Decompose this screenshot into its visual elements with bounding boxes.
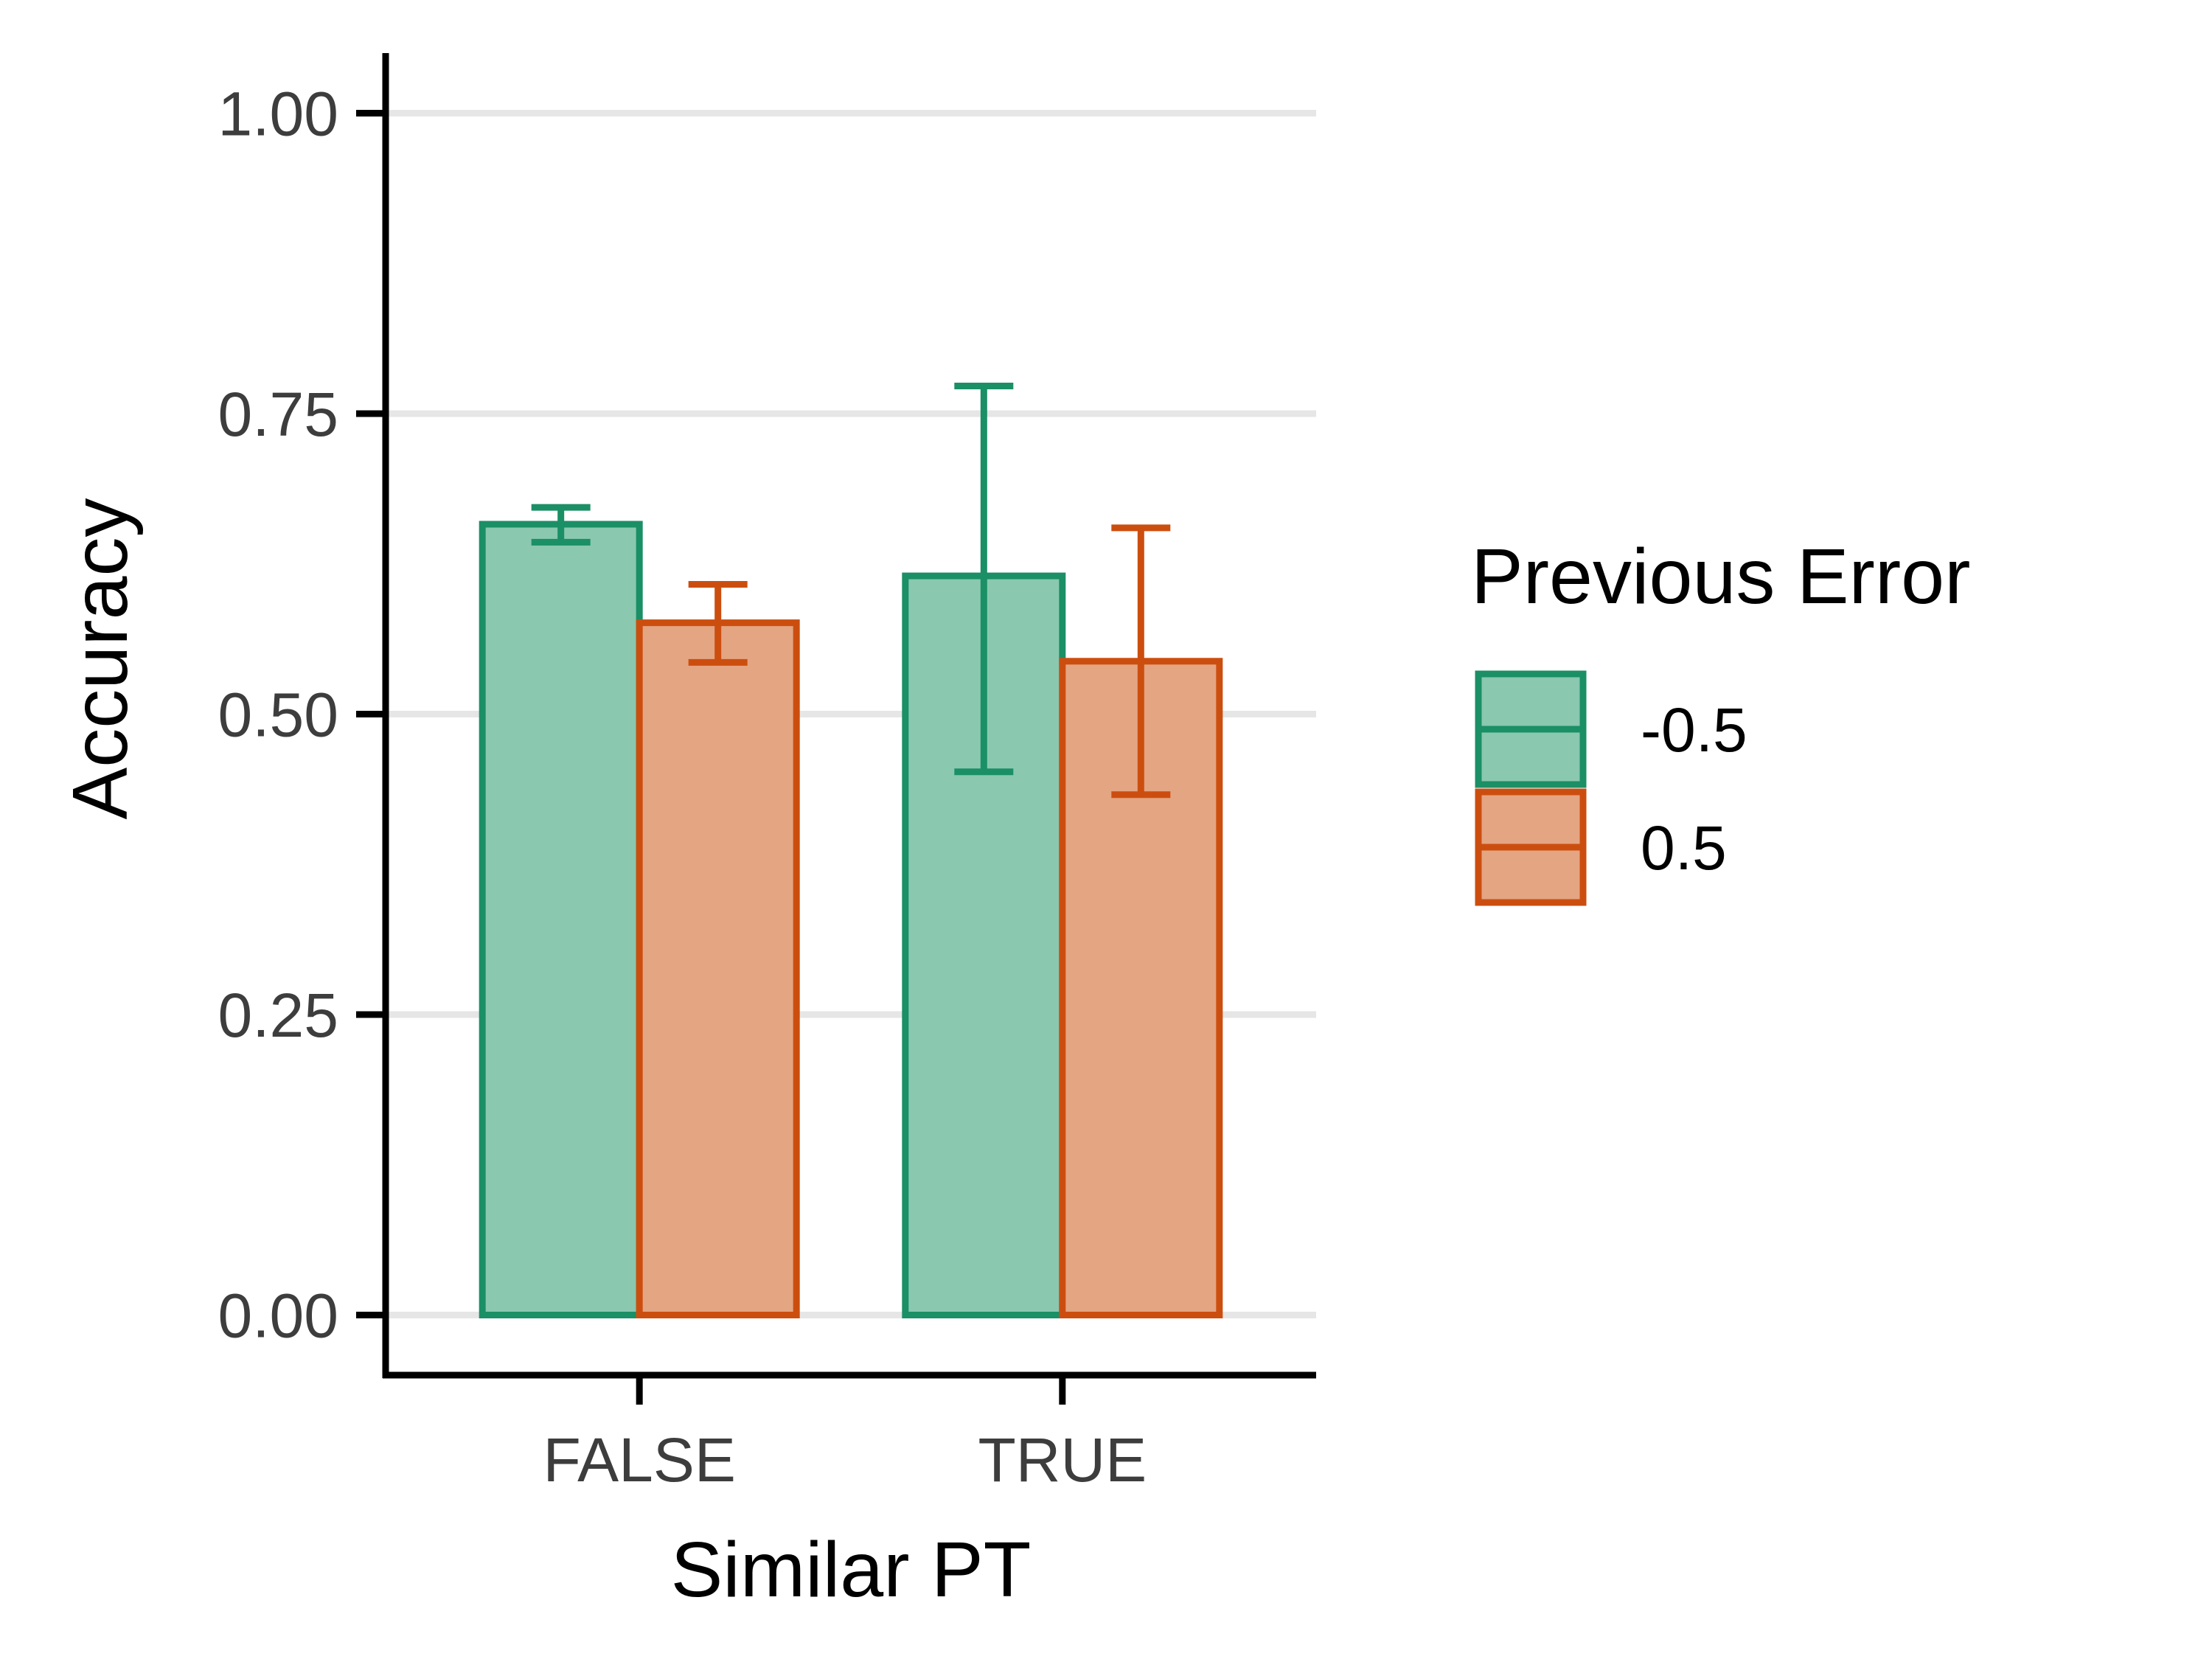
y-tick-label: 1.00 <box>218 80 339 149</box>
bar <box>479 521 643 1319</box>
bar <box>1059 658 1223 1318</box>
legend-item: -0.5 <box>1475 670 1747 788</box>
legend-item: 0.5 <box>1475 788 1727 906</box>
x-tick-label: TRUE <box>978 1425 1147 1495</box>
y-tick-label: 0.25 <box>218 981 339 1050</box>
legend-title: Previous Error <box>1471 533 1970 620</box>
x-axis-ticks: FALSE TRUE <box>543 1375 1147 1495</box>
y-tick-label: 0.00 <box>218 1281 339 1351</box>
x-tick-label: FALSE <box>543 1425 735 1495</box>
error-bars <box>531 383 1171 799</box>
legend-label: 0.5 <box>1641 813 1727 883</box>
error-bar <box>1111 524 1171 799</box>
legend: Previous Error -0.5 0.5 <box>1471 533 1970 906</box>
error-bar <box>688 580 748 666</box>
x-axis-title: Similar PT <box>671 1526 1032 1613</box>
y-axis-title: Accuracy <box>57 498 144 820</box>
bar <box>636 619 800 1318</box>
y-axis-ticks: 0.00 0.25 0.50 0.75 1.00 <box>218 80 386 1351</box>
error-bar <box>531 504 591 546</box>
y-tick-label: 0.75 <box>218 380 339 449</box>
legend-label: -0.5 <box>1641 695 1747 765</box>
y-tick-label: 0.50 <box>218 681 339 750</box>
bars <box>479 521 1223 1319</box>
error-bar <box>954 383 1014 776</box>
